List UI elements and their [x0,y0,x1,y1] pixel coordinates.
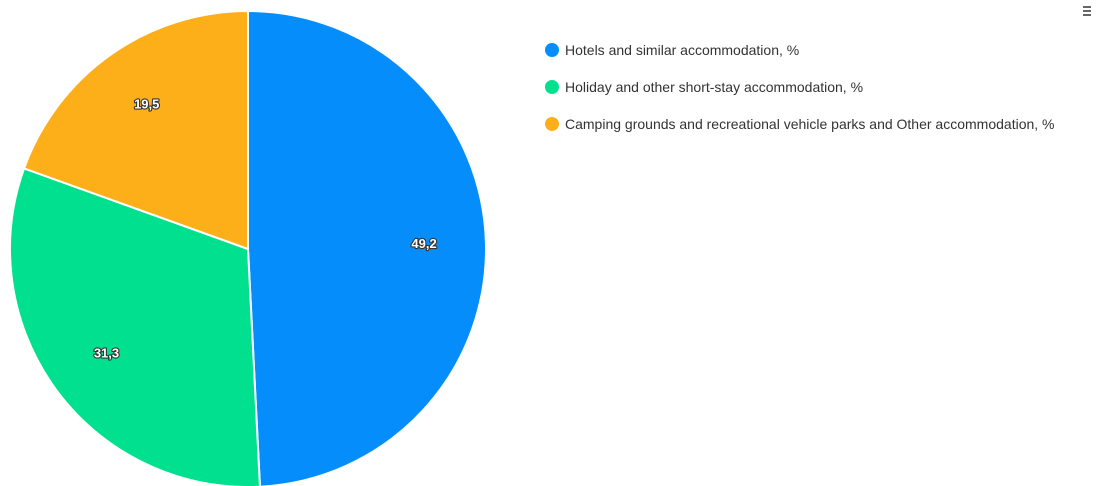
slice-data-label: 19,5 [134,96,159,111]
slice-data-label: 49,2 [411,236,436,251]
legend-item-hotels[interactable]: Hotels and similar accommodation, % [545,40,1055,60]
slice-hotels[interactable] [247,9,487,486]
legend-item-camping[interactable]: Camping grounds and recreational vehicle… [545,114,1055,134]
slice-camping[interactable] [22,9,249,251]
legend-marker [545,80,559,94]
legend-label: Hotels and similar accommodation, % [565,42,800,58]
hamburger-menu-icon[interactable] [1083,6,1093,18]
legend-label: Camping grounds and recreational vehicle… [565,116,1055,132]
slice-holiday[interactable] [9,167,261,486]
legend-marker [545,43,559,57]
legend-marker [545,117,559,131]
slice-data-label: 31,3 [94,345,119,360]
pie-chart: 49,2 31,3 19,5 [9,9,487,486]
chart-legend: Hotels and similar accommodation, % Holi… [545,40,1055,151]
legend-item-holiday[interactable]: Holiday and other short-stay accommodati… [545,77,1055,97]
legend-label: Holiday and other short-stay accommodati… [565,79,864,95]
